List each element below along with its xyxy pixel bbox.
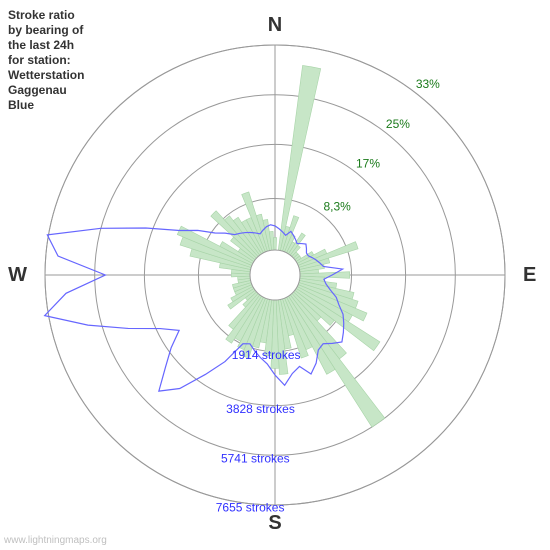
chart-title: Stroke ratio by bearing of the last 24h … <box>8 8 84 113</box>
stroke-ring-label: 5741 strokes <box>221 451 290 465</box>
pct-ring-label: 25% <box>386 117 410 131</box>
stroke-ring-label: 1914 strokes <box>232 348 301 362</box>
pct-ring-label: 17% <box>356 156 380 170</box>
direction-label-W: W <box>8 264 27 286</box>
stroke-ring-label: 3828 strokes <box>226 402 295 416</box>
credit-line: www.lightningmaps.org <box>4 535 107 546</box>
pct-ring-label: 8,3% <box>323 200 351 214</box>
ratio-bar <box>278 65 320 250</box>
direction-label-E: E <box>523 264 536 286</box>
chart-container: Stroke ratio by bearing of the last 24h … <box>0 0 550 550</box>
pct-ring-label: 33% <box>416 77 440 91</box>
direction-label-N: N <box>268 14 282 36</box>
direction-label-S: S <box>268 512 281 534</box>
